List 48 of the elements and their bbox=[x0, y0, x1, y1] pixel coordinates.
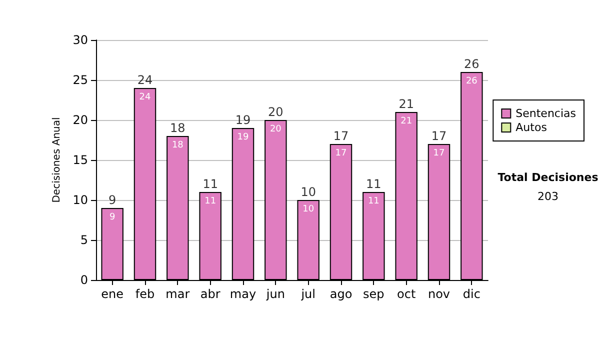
x-tick-label: feb bbox=[135, 287, 155, 301]
total-label: 20 bbox=[268, 105, 284, 119]
data-label: 18 bbox=[172, 140, 184, 150]
total-label: 19 bbox=[235, 113, 251, 127]
data-label: 11 bbox=[204, 196, 216, 206]
total-label: 9 bbox=[108, 193, 116, 207]
legend-label: Sentencias bbox=[516, 107, 576, 120]
total-label: 10 bbox=[300, 185, 316, 199]
x-tick-label: nov bbox=[428, 287, 450, 301]
y-tick-label: 30 bbox=[72, 33, 88, 47]
x-tick-label: ago bbox=[330, 287, 352, 301]
total-label: 11 bbox=[202, 177, 218, 191]
x-tick-label: abr bbox=[200, 287, 220, 301]
data-label: 11 bbox=[368, 196, 380, 206]
total-label: 11 bbox=[366, 177, 382, 191]
total-label: 17 bbox=[333, 129, 349, 143]
y-tick-label: 25 bbox=[72, 73, 88, 87]
x-tick-label: mar bbox=[166, 287, 190, 301]
data-label: 26 bbox=[466, 76, 478, 86]
y-tick-label: 5 bbox=[80, 233, 88, 247]
x-tick-label: dic bbox=[462, 287, 480, 301]
y-axis-title: Decisiones Anual bbox=[51, 117, 62, 203]
y-tick-label: 15 bbox=[72, 153, 88, 167]
data-label: 19 bbox=[237, 132, 249, 142]
data-label: 17 bbox=[433, 148, 445, 158]
text: Total Decisiones bbox=[498, 171, 599, 184]
total-label: 26 bbox=[464, 57, 480, 71]
text: 203 bbox=[538, 190, 558, 203]
data-label: 10 bbox=[302, 204, 314, 214]
legend-label: Autos bbox=[516, 121, 548, 134]
data-label: 9 bbox=[109, 212, 116, 222]
x-tick-label: may bbox=[230, 287, 256, 301]
total-label: 24 bbox=[137, 73, 153, 87]
data-label: 24 bbox=[139, 92, 151, 102]
total-label: 17 bbox=[431, 129, 447, 143]
x-tick-label: jun bbox=[265, 287, 285, 301]
y-tick-label: 10 bbox=[72, 193, 88, 207]
data-label: 17 bbox=[335, 148, 347, 158]
y-tick-label: 20 bbox=[72, 113, 88, 127]
total-label: 21 bbox=[398, 97, 414, 111]
x-tick-label: jul bbox=[300, 287, 316, 301]
x-tick-label: sep bbox=[363, 287, 384, 301]
x-tick-label: ene bbox=[101, 287, 124, 301]
y-tick-label: 0 bbox=[80, 273, 88, 287]
data-label: 20 bbox=[270, 124, 282, 134]
total-label: 18 bbox=[170, 121, 186, 135]
x-tick-label: oct bbox=[397, 287, 416, 301]
data-label: 21 bbox=[400, 116, 412, 126]
